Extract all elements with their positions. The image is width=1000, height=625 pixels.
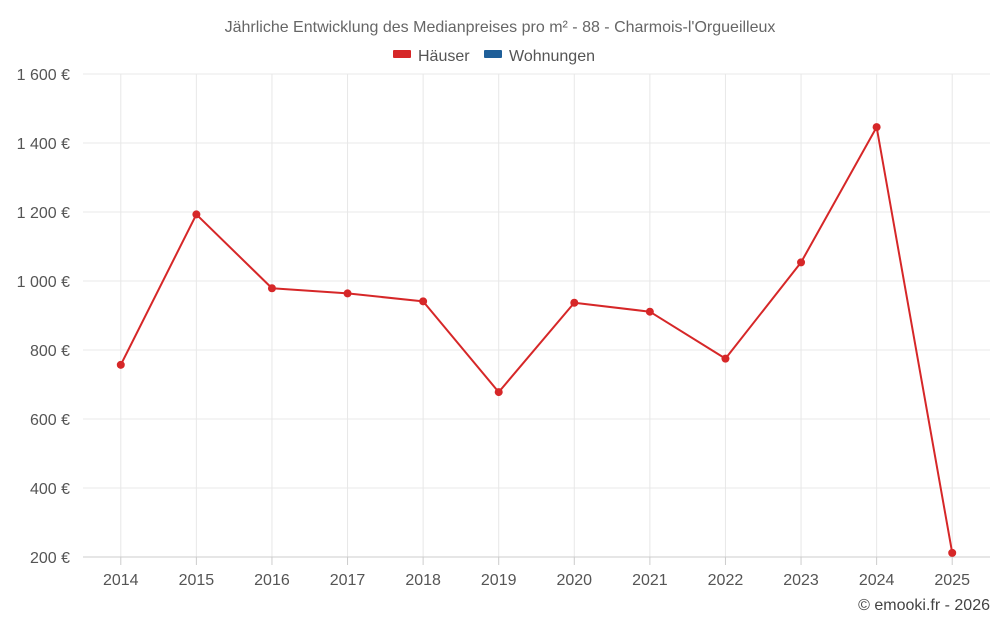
legend-label-wohnungen: Wohnungen (509, 48, 595, 65)
x-tick-label: 2019 (481, 572, 517, 589)
x-axis-ticks: 2014 2015 2016 2017 2018 2019 2020 2021 2022 2023… (103, 557, 970, 589)
data-point[interactable] (267, 284, 276, 293)
legend-item-haeuser[interactable]: Häuser (393, 48, 470, 65)
data-point[interactable] (419, 297, 428, 306)
legend-swatch-wohnungen (484, 50, 502, 58)
legend[interactable]: Häuser Wohnungen (393, 48, 595, 65)
y-tick-label: 1 600 € (17, 67, 70, 84)
x-tick-label: 2015 (179, 572, 215, 589)
data-point[interactable] (192, 210, 201, 219)
x-tick-label: 2018 (405, 572, 441, 589)
y-axis-ticks: 200 € 400 € 600 € 800 € 1 000 € 1 200 € 1 400 … (17, 67, 70, 567)
data-point[interactable] (494, 388, 503, 397)
y-tick-label: 1 000 € (17, 274, 70, 291)
legend-item-wohnungen[interactable]: Wohnungen (484, 48, 595, 65)
x-tick-label: 2020 (556, 572, 592, 589)
data-point[interactable] (872, 123, 881, 132)
data-point[interactable] (570, 298, 579, 307)
credit-text: © emooki.fr - 2026 (858, 597, 990, 614)
x-tick-label: 2023 (783, 572, 819, 589)
data-point[interactable] (645, 307, 654, 316)
data-point[interactable] (116, 360, 125, 369)
chart-title: Jährliche Entwicklung des Medianpreises … (225, 19, 776, 36)
x-tick-label: 2016 (254, 572, 290, 589)
y-tick-label: 400 € (30, 481, 70, 498)
x-tick-label: 2021 (632, 572, 668, 589)
y-gridlines (83, 73, 990, 558)
data-point[interactable] (721, 354, 730, 363)
x-tick-label: 2025 (934, 572, 970, 589)
x-tick-label: 2014 (103, 572, 139, 589)
x-tick-label: 2022 (708, 572, 744, 589)
x-gridlines (120, 74, 953, 557)
y-tick-label: 1 400 € (17, 136, 70, 153)
y-tick-label: 600 € (30, 412, 70, 429)
x-tick-label: 2024 (859, 572, 895, 589)
legend-swatch-haeuser (393, 50, 411, 58)
series-line (119, 126, 954, 554)
data-point[interactable] (343, 289, 352, 298)
y-tick-label: 200 € (30, 550, 70, 567)
data-point[interactable] (948, 548, 957, 557)
legend-label-haeuser: Häuser (418, 48, 470, 65)
x-tick-label: 2017 (330, 572, 366, 589)
series-haeuser (116, 123, 957, 557)
y-tick-label: 800 € (30, 343, 70, 360)
y-tick-label: 1 200 € (17, 205, 70, 222)
data-point[interactable] (797, 258, 806, 267)
